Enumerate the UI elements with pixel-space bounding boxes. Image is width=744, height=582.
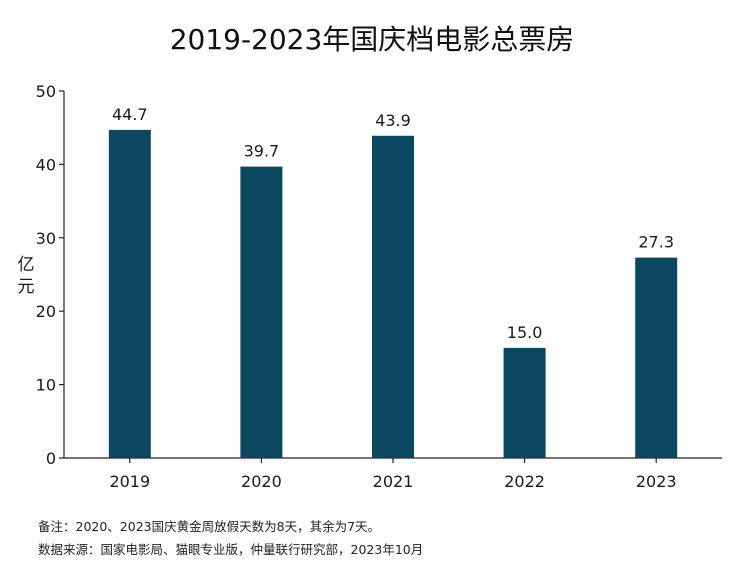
x-tick-label: 2019 xyxy=(109,472,150,491)
y-axis-label: 亿元 xyxy=(18,255,35,297)
chart-title: 2019-2023年国庆档电影总票房 xyxy=(169,23,575,56)
x-tick-label: 2022 xyxy=(504,472,545,491)
bar xyxy=(108,129,151,459)
x-tick-label: 2023 xyxy=(636,472,677,491)
y-tick-label: 0 xyxy=(46,449,56,468)
x-axis: 2019 2020 2021 2022 2023 xyxy=(64,457,722,491)
y-axis-label-char: 元 xyxy=(18,277,35,297)
y-axis: 0 10 20 30 40 50 xyxy=(36,82,65,468)
bar xyxy=(635,257,678,458)
bars: 44.7 39.7 43.9 15.0 27.3 xyxy=(108,105,678,459)
y-tick-label: 50 xyxy=(36,82,56,101)
y-tick-label: 30 xyxy=(36,229,56,248)
bar xyxy=(372,135,414,459)
bar xyxy=(503,347,546,458)
x-tick-label: 2021 xyxy=(373,472,414,491)
source-note: 数据来源：国家电影局、猫眼专业版，仲量联行研究部，2023年10月 xyxy=(38,542,424,557)
data-label: 43.9 xyxy=(375,111,411,130)
data-label: 27.3 xyxy=(638,233,674,252)
y-tick-label: 20 xyxy=(36,302,56,321)
bar xyxy=(240,166,283,459)
y-axis-label-char: 亿 xyxy=(18,255,35,275)
footnote: 备注：2020、2023国庆黄金周放假天数为8天，其余为7天。 xyxy=(38,519,381,534)
data-label: 15.0 xyxy=(507,323,543,342)
data-label: 44.7 xyxy=(112,105,148,124)
data-label: 39.7 xyxy=(244,142,280,161)
y-tick-label: 10 xyxy=(36,376,56,395)
y-tick-label: 40 xyxy=(36,155,56,174)
x-tick-label: 2020 xyxy=(241,472,282,491)
